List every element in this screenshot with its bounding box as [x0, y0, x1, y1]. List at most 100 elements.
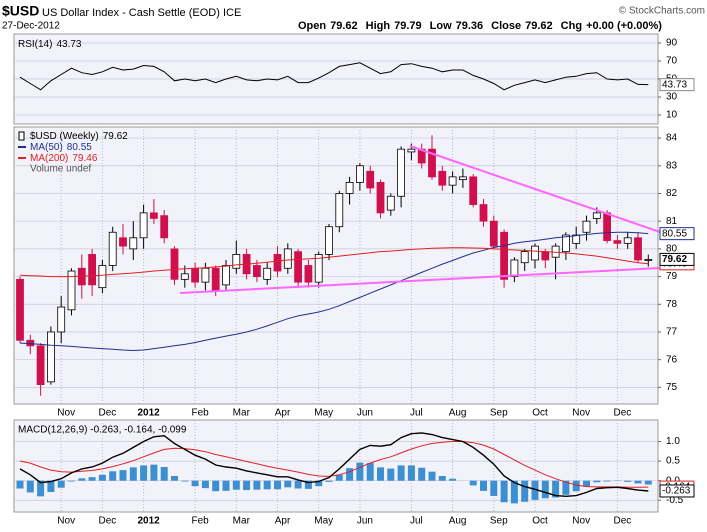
histogram-bar: [449, 478, 457, 481]
line: [19, 432, 649, 498]
legend-value: 79.62: [103, 131, 128, 142]
legend: MA(200) 79.46: [30, 153, 98, 164]
candle-body: [355, 165, 364, 183]
candle-body: [366, 170, 375, 189]
value-tag-box: [659, 252, 695, 266]
y-tick-label: 76: [666, 354, 678, 365]
candle-body: [623, 237, 632, 244]
candle-body: [314, 254, 323, 283]
candle-body: [108, 231, 117, 266]
histogram-bar: [469, 480, 477, 486]
candle-body: [592, 212, 601, 219]
histogram-bar: [562, 480, 570, 495]
x-tick-label: Nov: [572, 516, 590, 527]
legend-icon: [18, 131, 25, 141]
histogram-bar: [510, 480, 518, 504]
histogram-bar: [37, 480, 45, 497]
x-tick-label: Oct: [532, 516, 548, 527]
y-tick-label: 75: [666, 382, 678, 393]
value-tag-box: [659, 484, 695, 498]
candle-body: [263, 267, 272, 280]
candle-body: [613, 240, 622, 244]
legend-name: MA(200): [30, 153, 68, 164]
y-tick-label: 79: [666, 271, 678, 282]
x-tick-label: Dec: [99, 408, 117, 419]
quote-value: +0.00 (+0.00%): [586, 20, 662, 32]
histogram-bar: [243, 480, 251, 491]
candle-body: [407, 148, 416, 153]
candle-body: [273, 254, 282, 272]
y-tick-label: 1.0: [666, 436, 680, 447]
candle-body: [57, 306, 66, 333]
trendline: [179, 267, 661, 294]
histogram-bar: [150, 464, 158, 481]
histogram-bar: [500, 480, 508, 503]
candle-body: [16, 278, 24, 341]
histogram-bar: [593, 480, 601, 483]
histogram-bar: [356, 462, 364, 481]
y-tick-label: 78: [666, 299, 678, 310]
histogram-bar: [88, 477, 96, 481]
candle-body: [458, 176, 467, 181]
candle-body: [345, 181, 354, 194]
value-tag: 43.73: [662, 79, 687, 90]
candle-body: [489, 220, 498, 247]
quote-value: 79.62: [525, 20, 553, 32]
x-tick-label: Nov: [572, 408, 590, 419]
histogram-bar: [387, 468, 395, 481]
legend-value: 79.46: [72, 153, 97, 164]
symbol: $USD: [2, 3, 39, 19]
moving-average: [19, 247, 649, 278]
x-tick-label: Dec: [614, 516, 632, 527]
y-tick-label: 81: [666, 216, 678, 227]
candle-body: [180, 273, 189, 280]
panel: -0.50.00.51.0NovDec2012FebMarAprMayJunJu…: [13, 419, 684, 527]
x-tick-label: Mar: [233, 408, 251, 419]
line: [19, 62, 649, 91]
candle-body: [325, 226, 333, 255]
histogram-bar: [57, 480, 65, 488]
legend: $USD (Weekly) 79.62: [30, 131, 128, 142]
candle-body: [160, 215, 169, 239]
histogram-bar: [428, 471, 436, 481]
candle-body: [500, 231, 509, 280]
x-tick-label: Sep: [490, 516, 508, 527]
y-tick-label: 84: [666, 133, 678, 144]
y-tick-label: 70: [666, 56, 678, 67]
quote-label: Close: [491, 20, 521, 32]
value-tag: -0.263: [662, 486, 691, 497]
x-tick-label: Aug: [449, 516, 467, 527]
x-tick-label: 2012: [137, 408, 160, 419]
histogram-bar: [325, 480, 333, 482]
candle-body: [582, 220, 591, 233]
histogram-bar: [68, 480, 75, 482]
histogram-bar: [222, 480, 230, 491]
quote-label: High: [366, 20, 391, 32]
legend-value: 80.55: [67, 142, 92, 153]
panel: 75 76 77 78 79 80 81 82 83 84 Nov Dec 2012 Feb Mar Apr M…: [13, 126, 678, 419]
x-tick-label: Nov: [57, 516, 75, 527]
x-tick-label: Feb: [191, 408, 209, 419]
histogram-bar: [284, 480, 292, 488]
candle-body: [36, 345, 45, 386]
x-tick-label: Feb: [191, 516, 209, 527]
histogram-bar: [366, 463, 374, 481]
plot-area: [13, 419, 659, 513]
histogram-bar: [201, 480, 209, 489]
histogram-bar: [171, 475, 178, 481]
x-tick-label: Jul: [410, 408, 423, 419]
histogram-bar: [407, 465, 415, 481]
histogram-bar: [253, 480, 261, 490]
y-tick-label: 82: [666, 188, 678, 199]
candle-body: [294, 251, 303, 283]
quote: Open 79.62 High 79.79 Low 79.36 Close 79.62 Chg +…: [298, 20, 662, 32]
candle-body: [572, 234, 581, 244]
candle-body: [479, 204, 488, 222]
x-tick-label: Dec: [99, 516, 117, 527]
candle-body: [438, 170, 447, 186]
legend: MA(50) 80.55: [30, 142, 92, 153]
candle-body: [139, 212, 148, 239]
x-tick-label: Apr: [275, 516, 291, 527]
x-tick-label: 2012: [137, 516, 160, 527]
value-tag: 80.55: [662, 228, 687, 239]
